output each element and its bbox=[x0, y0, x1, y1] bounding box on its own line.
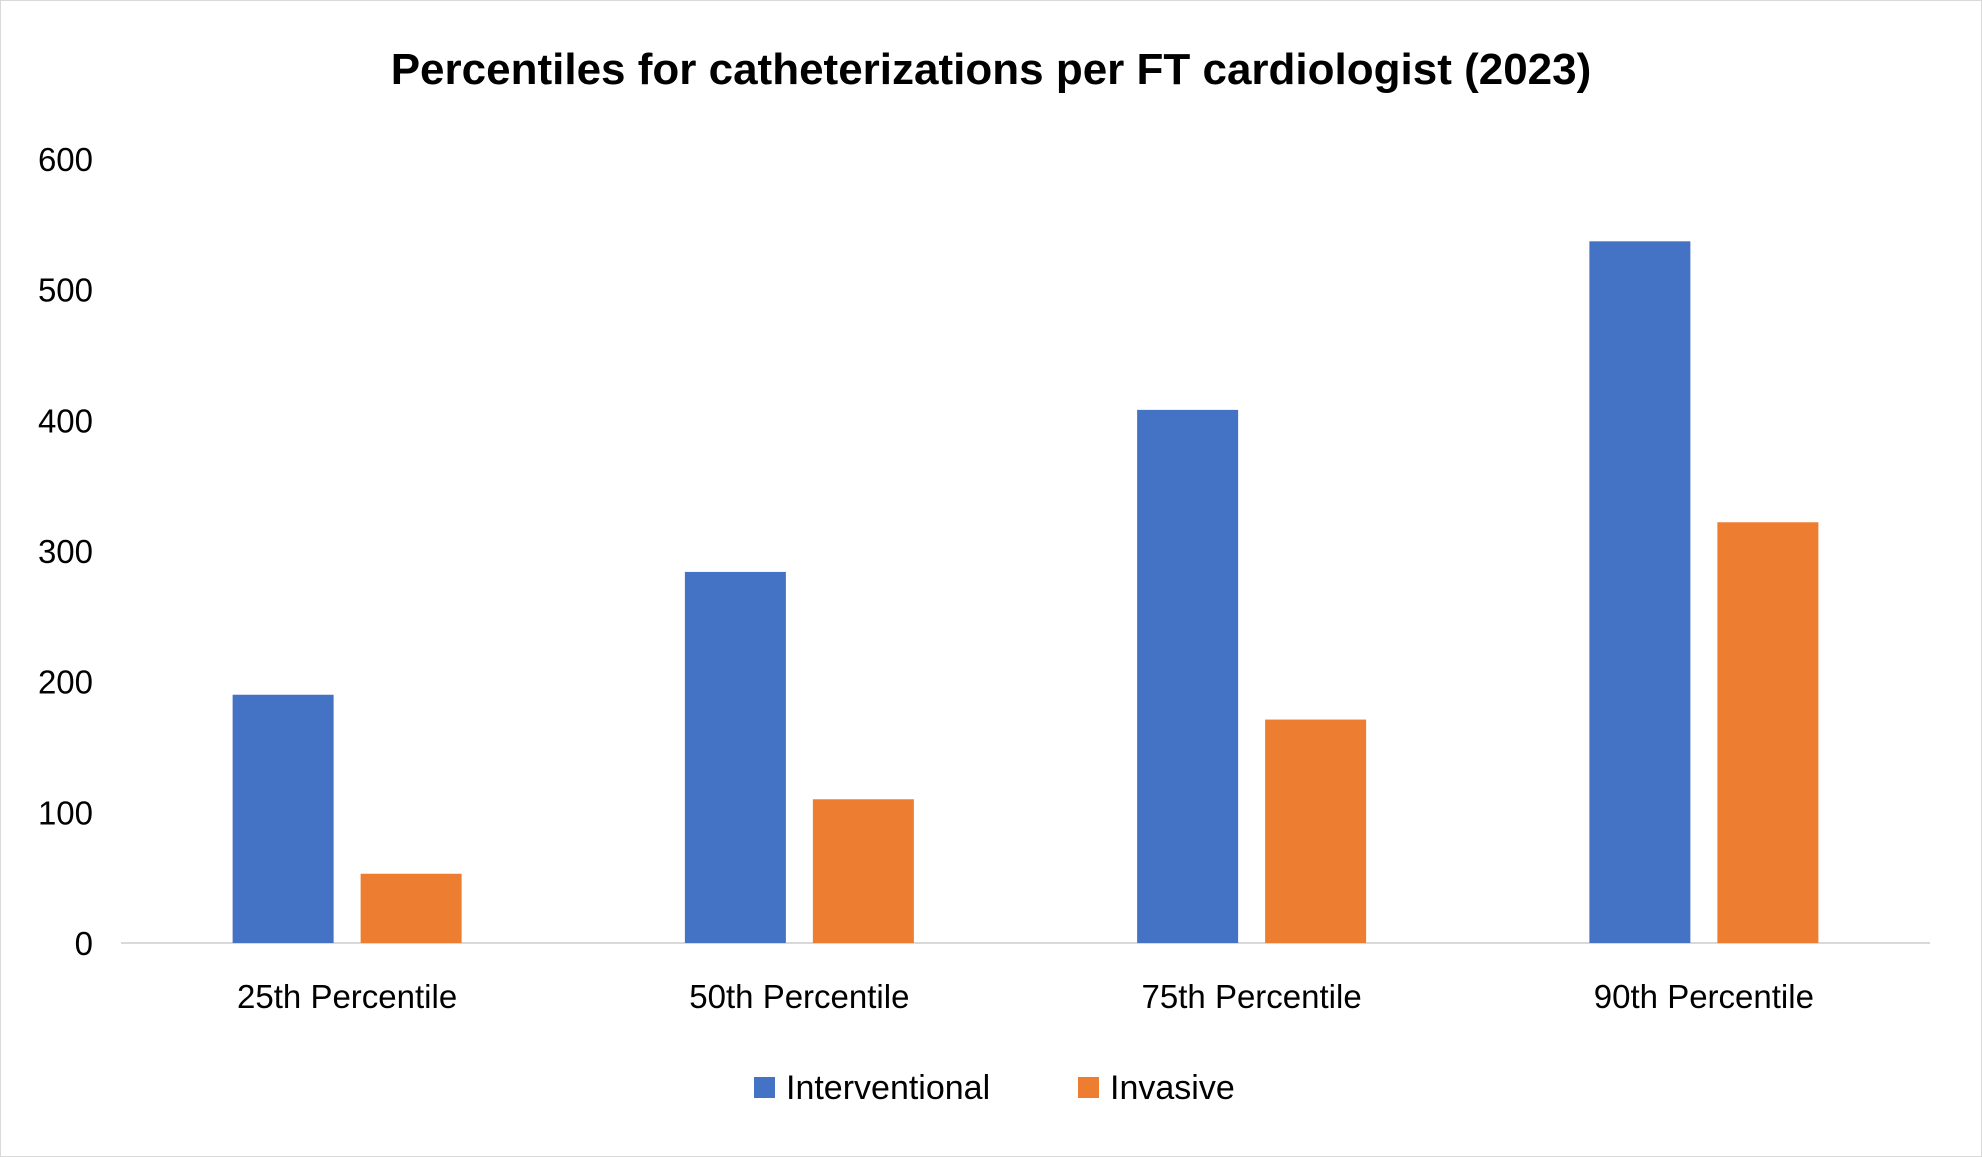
y-tick-label: 500 bbox=[38, 272, 93, 309]
bars bbox=[232, 241, 1819, 943]
legend-label-invasive: Invasive bbox=[1110, 1069, 1235, 1107]
chart-title: Percentiles for catheterizations per FT … bbox=[391, 45, 1592, 94]
x-tick-label: 25th Percentile bbox=[237, 978, 457, 1015]
bar-invasive bbox=[1265, 719, 1367, 943]
y-tick-label: 400 bbox=[38, 402, 93, 439]
bar-interventional bbox=[1589, 241, 1691, 943]
x-axis-labels: 25th Percentile 50th Percentile 75th Perce… bbox=[237, 978, 1814, 1015]
y-tick-label: 600 bbox=[38, 141, 93, 178]
bar-invasive bbox=[812, 799, 914, 943]
legend: Interventional Invasive bbox=[754, 1069, 1235, 1107]
legend-swatch-invasive bbox=[1078, 1077, 1099, 1098]
bar-interventional bbox=[1137, 409, 1239, 943]
y-tick-label: 100 bbox=[38, 794, 93, 831]
legend-label-interventional: Interventional bbox=[786, 1069, 990, 1107]
y-axis-labels: 0 100 200 300 400 500 600 bbox=[38, 141, 93, 962]
bar-interventional bbox=[684, 571, 786, 943]
bar-interventional bbox=[232, 694, 334, 943]
x-tick-label: 50th Percentile bbox=[689, 978, 909, 1015]
x-tick-label: 75th Percentile bbox=[1142, 978, 1362, 1015]
y-tick-label: 300 bbox=[38, 533, 93, 570]
bar-invasive bbox=[1717, 522, 1819, 943]
y-tick-label: 0 bbox=[75, 925, 93, 962]
legend-swatch-interventional bbox=[754, 1077, 775, 1098]
bar-invasive bbox=[360, 873, 462, 943]
x-tick-label: 90th Percentile bbox=[1594, 978, 1814, 1015]
y-tick-label: 200 bbox=[38, 664, 93, 701]
